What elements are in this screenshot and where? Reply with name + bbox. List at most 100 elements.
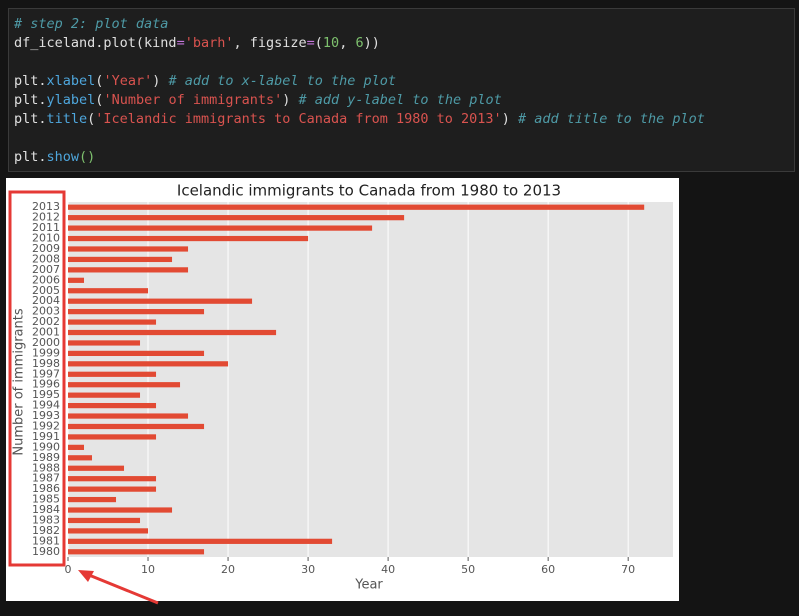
bar: [68, 434, 157, 440]
code-token: plt.: [14, 149, 47, 165]
plot: 0 10 20 30 40 50 60 701980198119821983198419851…: [32, 200, 645, 576]
code-token: (: [87, 111, 96, 127]
bar: [68, 549, 205, 555]
x-tick-label: 70: [621, 563, 635, 576]
code-token: (): [79, 149, 96, 165]
bar: [68, 455, 93, 461]
code-token: show: [46, 149, 80, 165]
code-token: =: [306, 35, 315, 51]
y-tick-label: 2010: [32, 232, 60, 245]
code-token: 'barh': [184, 35, 234, 51]
code-token: ): [501, 111, 518, 127]
y-tick-label: 1991: [32, 430, 60, 443]
x-tick-label: 40: [381, 563, 395, 576]
code-token: =: [176, 35, 185, 51]
code-token: (: [95, 73, 104, 89]
bar: [68, 350, 205, 357]
y-tick-label: 1994: [32, 399, 60, 412]
y-tick-label: 1999: [32, 346, 60, 359]
code-line: plt.show(): [14, 148, 794, 167]
code-token: plt.: [14, 111, 47, 127]
y-tick-label: 2000: [32, 336, 60, 349]
bar: [68, 256, 173, 263]
bar: [68, 319, 157, 325]
x-tick-label: 50: [461, 563, 475, 576]
y-tick-label: 2009: [32, 242, 60, 255]
code-cell[interactable]: # step 2: plot data df_iceland.plot(kind=…: [8, 8, 795, 172]
y-tick-label: 1984: [32, 503, 60, 516]
y-tick-label: 2004: [32, 294, 60, 307]
y-tick-label: 1981: [32, 534, 60, 547]
x-tick-label: 10: [141, 563, 155, 576]
y-tick-label: 1992: [32, 419, 60, 432]
bar: [68, 496, 117, 503]
bar: [68, 413, 189, 419]
code-token: # add y-label to the plot: [298, 92, 502, 108]
code-token: title: [46, 111, 88, 127]
code-token: (: [95, 92, 104, 108]
y-tick-label: 2011: [32, 221, 60, 234]
code-line: plt.ylabel('Number of immigrants') # add…: [14, 91, 794, 110]
x-tick-label: 0: [65, 563, 72, 576]
bar: [68, 340, 141, 346]
y-tick-label: 2008: [32, 252, 60, 265]
x-tick-label: 30: [301, 563, 315, 576]
y-tick-label: 1987: [32, 472, 60, 485]
bar: [68, 371, 157, 377]
bar: [68, 204, 645, 210]
bar: [68, 329, 277, 336]
y-tick-label: 2005: [32, 284, 60, 297]
code-token: df_iceland.plot(kind: [14, 35, 177, 51]
code-line: df_iceland.plot(kind='barh', figsize=(10…: [14, 34, 794, 53]
code-token: # step 2: plot data: [14, 16, 169, 32]
x-axis-label: Year: [354, 578, 383, 593]
code-token: ,: [339, 35, 356, 51]
y-tick-label: 1998: [32, 357, 60, 370]
code-line: # step 2: plot data: [14, 15, 794, 34]
bar: [68, 476, 157, 482]
bar: [68, 528, 149, 534]
y-tick-label: 2001: [32, 326, 60, 339]
y-tick-label: 1980: [32, 545, 60, 558]
annotation-arrow: [83, 571, 159, 605]
code-token: ): [152, 73, 169, 89]
highlight-box: [8, 190, 66, 567]
y-tick-label: 2006: [32, 273, 60, 286]
bar: [68, 267, 189, 273]
bar: [68, 361, 229, 367]
bar: [68, 538, 333, 544]
y-tick-label: 2002: [32, 315, 60, 328]
code-token: 10: [322, 35, 340, 51]
y-tick-label: 2012: [32, 211, 60, 224]
y-tick-label: 2013: [32, 200, 60, 213]
bar: [68, 215, 405, 221]
x-tick-label: 60: [541, 563, 555, 576]
code-token: ): [282, 92, 299, 108]
y-tick-label: 2007: [32, 263, 60, 276]
bar: [68, 277, 85, 283]
bar: [68, 246, 189, 252]
y-tick-label: 1995: [32, 388, 60, 401]
code-token: # add to x-label to the plot: [168, 73, 397, 89]
code-token: plt.: [14, 73, 47, 89]
bar: [68, 507, 173, 513]
code-line: plt.xlabel('Year') # add to x-label to t…: [14, 72, 794, 91]
bar: [68, 423, 205, 430]
y-tick-label: 1993: [32, 409, 60, 422]
y-tick-label: 2003: [32, 305, 60, 318]
code-token: 'Year': [103, 73, 153, 89]
bar: [68, 402, 157, 409]
code-token: ylabel: [46, 92, 96, 108]
bar: [68, 486, 157, 492]
code-token: )): [363, 35, 380, 51]
bar: [68, 225, 373, 231]
arrow-head: [78, 570, 94, 582]
y-tick-label: 1986: [32, 482, 60, 495]
code-token: 'Number of immigrants': [103, 92, 283, 108]
code-token: xlabel: [46, 73, 96, 89]
y-tick-label: 1989: [32, 451, 60, 464]
y-axis-label: Number of immigrants: [12, 308, 27, 455]
bar: [68, 235, 309, 242]
